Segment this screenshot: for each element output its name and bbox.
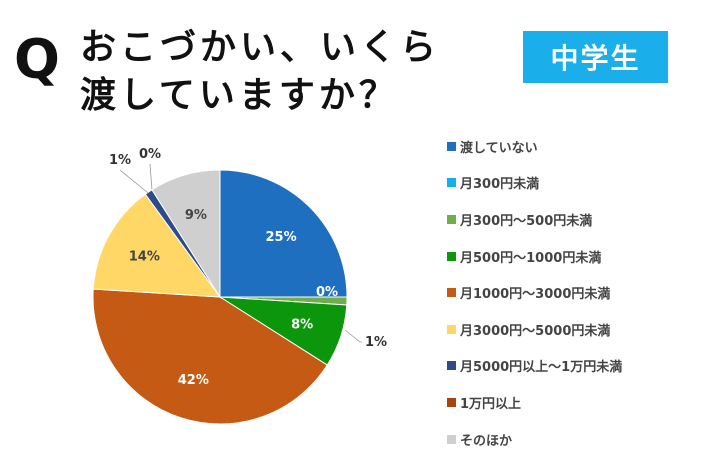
legend-label: 1万円以上 [460, 396, 522, 412]
legend-label: 月300円～500円未満 [460, 213, 593, 229]
legend-item: 月5000円以上～1万円未満 [447, 348, 622, 385]
data-label: 0% [139, 147, 161, 162]
title-line-2: 渡していますか？ [80, 75, 399, 116]
pie-slice [92, 288, 328, 425]
data-label: 9% [185, 208, 207, 223]
legend-swatch [447, 141, 456, 151]
data-label: 1% [365, 335, 387, 350]
data-label: 25% [266, 230, 297, 245]
legend-item: 月300円未満 [447, 165, 622, 202]
data-label: 42% [178, 373, 209, 388]
legend-label: 月5000円以上～1万円未満 [460, 360, 623, 376]
legend-item: 月300円～500円未満 [447, 201, 622, 238]
leader-line [344, 329, 362, 343]
legend-label: 月3000円～5000円未満 [460, 323, 611, 339]
pie-slice [92, 193, 222, 298]
pie-slice [151, 169, 221, 299]
title-line-1: おこづかい、いくら [80, 27, 441, 68]
legend-swatch [447, 178, 456, 188]
legend-label: 月1000円～3000円未満 [460, 287, 611, 303]
legend-label: 渡していない [460, 140, 538, 156]
legend-swatch [447, 324, 456, 334]
leader-line [149, 163, 153, 191]
legend-swatch [447, 434, 456, 444]
legend-swatch [447, 251, 456, 261]
legend-item: 月3000円～5000円未満 [447, 311, 622, 348]
legend-swatch [447, 288, 456, 298]
grade-badge: 中学生 [523, 31, 668, 83]
legend-label: 月500円～1000円未満 [460, 250, 602, 266]
pie-chart: 25% 0% 1% 8% 42% 14% 1% 0% 9% [92, 147, 387, 425]
legend-item: そのほか [447, 421, 622, 457]
data-label: 14% [129, 249, 160, 264]
legend-swatch [447, 397, 456, 407]
legend-item: 1万円以上 [447, 384, 622, 421]
leader-line [119, 169, 149, 194]
data-label: 8% [291, 318, 313, 333]
legend-item: 渡していない [447, 128, 622, 165]
pie-slice [219, 169, 348, 298]
legend-label: そのほか [460, 433, 513, 449]
legend-item: 月500円～1000円未満 [447, 238, 622, 275]
legend-label: 月300円未満 [460, 177, 540, 193]
legend-swatch [447, 361, 456, 371]
data-label: 1% [109, 153, 131, 168]
legend-item: 月1000円～3000円未満 [447, 274, 622, 311]
legend: 渡していない 月300円未満月300円～500円未満 月500円～1000円未満 月1… [447, 128, 622, 457]
data-label: 0% [316, 285, 338, 300]
legend-swatch [447, 214, 456, 224]
question-mark-q: Q [14, 28, 60, 91]
